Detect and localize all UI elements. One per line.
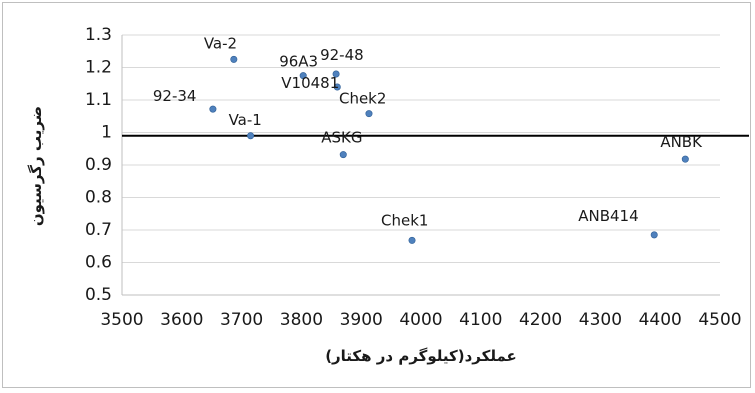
y-tick-label: 0.7 — [85, 220, 112, 240]
y-tick-label: 0.9 — [85, 155, 112, 175]
x-tick-label: 4500 — [698, 310, 741, 330]
data-point — [650, 231, 658, 239]
gridlines — [121, 34, 720, 296]
scatter-chart: 0.5 0.6 0.7 0.8 0.9 1 1.1 1.2 1.3 3500 3600 3700 38… — [27, 25, 749, 365]
data-points: Va-2 96A3 92-48 V10481 92-34 Chek2 Va-1 ASKG ANB… — [153, 34, 703, 244]
point-label: Va-1 — [229, 111, 262, 129]
data-point — [247, 132, 255, 140]
x-axis-title: عملکرد(کیلوگرم در هکتار) — [325, 347, 517, 365]
x-tick-label: 4300 — [579, 310, 622, 330]
point-label: ASKG — [321, 129, 362, 147]
data-point — [230, 55, 238, 63]
data-point — [408, 236, 416, 244]
y-tick-label: 1.3 — [85, 25, 112, 45]
y-tick-label: 0.6 — [85, 253, 112, 273]
data-point — [365, 110, 373, 118]
x-tick-label: 4200 — [519, 310, 562, 330]
chart-frame: 0.5 0.6 0.7 0.8 0.9 1 1.1 1.2 1.3 3500 3600 3700 38… — [2, 2, 751, 388]
data-point — [209, 105, 217, 113]
x-tick-label: 3700 — [220, 310, 263, 330]
point-label: 92-34 — [153, 87, 197, 105]
data-point — [339, 151, 347, 159]
y-tick-label: 1 — [101, 123, 112, 143]
x-tick-label: 4400 — [639, 310, 682, 330]
x-tick-label: 4000 — [399, 310, 442, 330]
x-tick-label: 3900 — [340, 310, 383, 330]
point-label: Va-2 — [204, 34, 237, 52]
point-label: Chek1 — [381, 211, 428, 229]
point-label: ANB414 — [578, 207, 638, 225]
y-axis-title: ضریب رگرسیون — [27, 106, 45, 226]
y-tick-labels: 0.5 0.6 0.7 0.8 0.9 1 1.1 1.2 1.3 — [85, 25, 112, 305]
y-tick-label: 1.1 — [85, 90, 112, 110]
x-tick-label: 4100 — [459, 310, 502, 330]
point-label: ANBK — [660, 133, 703, 151]
x-tick-label: 3500 — [100, 310, 143, 330]
y-tick-label: 0.8 — [85, 188, 112, 208]
data-point — [681, 155, 689, 163]
x-tick-label: 3800 — [280, 310, 323, 330]
point-label: 92-48 — [320, 46, 364, 64]
point-label: V10481 — [281, 74, 339, 92]
point-label: Chek2 — [339, 90, 386, 108]
x-tick-label: 3600 — [160, 310, 203, 330]
x-tick-labels: 3500 3600 3700 3800 3900 4000 4100 4200 4300 4400… — [100, 310, 741, 330]
data-point — [299, 72, 307, 80]
point-label: 96A3 — [279, 53, 318, 71]
data-point — [332, 70, 340, 78]
y-tick-label: 1.2 — [85, 58, 112, 78]
data-point — [333, 83, 341, 91]
y-tick-label: 0.5 — [85, 285, 112, 305]
